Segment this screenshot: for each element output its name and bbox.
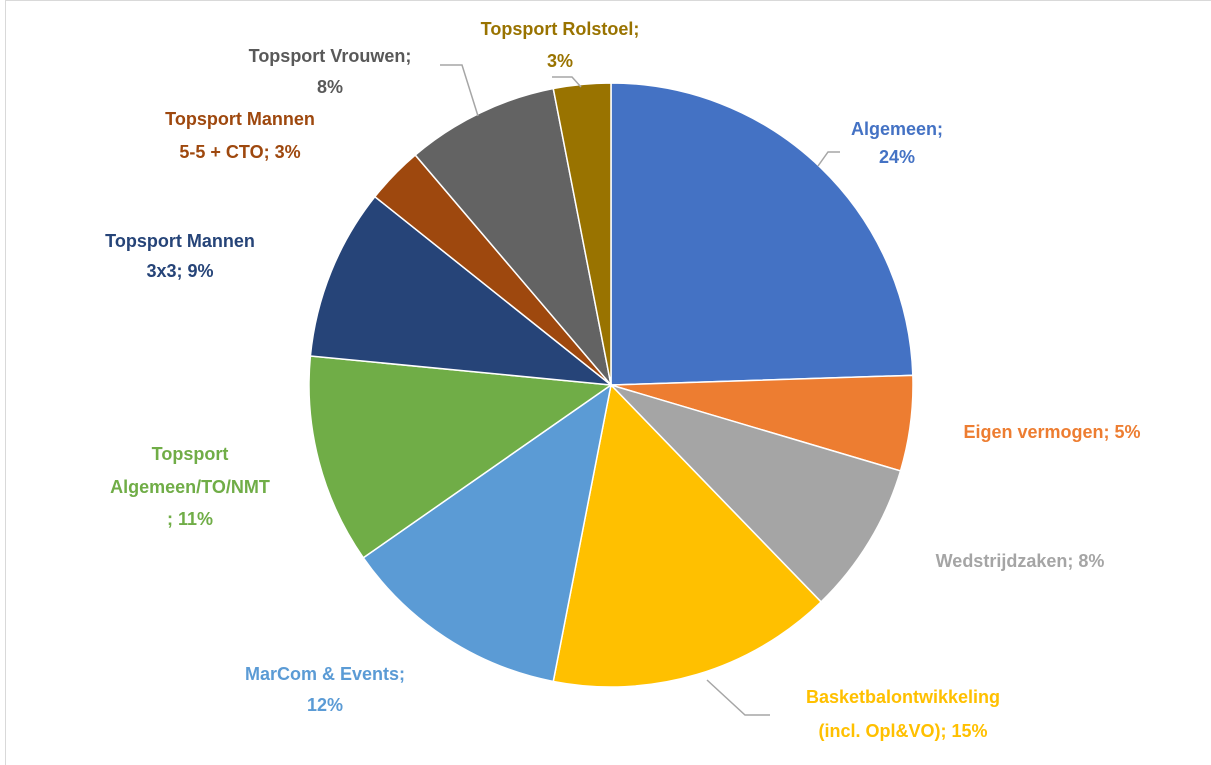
data-label: Algemeen; <box>851 119 943 139</box>
pie-slice <box>608 383 902 604</box>
data-label: 3% <box>547 51 573 71</box>
data-label: (incl. Opl&VO); 15% <box>818 721 987 741</box>
leader-line <box>552 76 582 88</box>
data-label: Topsport Rolstoel; <box>481 19 640 39</box>
pie-slice <box>552 82 612 386</box>
leader-line <box>440 64 479 117</box>
data-label: 3x3; 9% <box>146 261 213 281</box>
leader-line <box>817 151 840 167</box>
data-label: Topsport <box>152 444 229 464</box>
data-label: Wedstrijdzaken; 8% <box>936 551 1105 571</box>
pie-slice <box>362 383 613 683</box>
data-label: Topsport Vrouwen; <box>249 46 412 66</box>
pie-slice <box>308 355 614 559</box>
data-label: ; 11% <box>167 509 213 529</box>
data-label: Eigen vermogen; 5% <box>963 422 1140 442</box>
chart-border <box>5 0 1211 765</box>
pie-slice <box>414 87 613 388</box>
pie-slice <box>309 195 614 386</box>
data-label: Basketbalontwikkeling <box>806 687 1000 707</box>
pie-slice <box>552 383 823 688</box>
pie-slice <box>610 82 914 386</box>
data-label: 12% <box>307 695 343 715</box>
data-label: Topsport Mannen <box>105 231 255 251</box>
data-label: 5-5 + CTO; 3% <box>179 142 300 162</box>
data-label: Topsport Mannen <box>165 109 315 129</box>
data-label: Algemeen/TO/NMT <box>110 477 270 497</box>
leader-line <box>706 679 770 716</box>
data-label: 8% <box>317 77 343 97</box>
leader-lines <box>440 64 840 716</box>
data-label: MarCom & Events; <box>245 664 405 684</box>
data-label: 24% <box>879 147 915 167</box>
